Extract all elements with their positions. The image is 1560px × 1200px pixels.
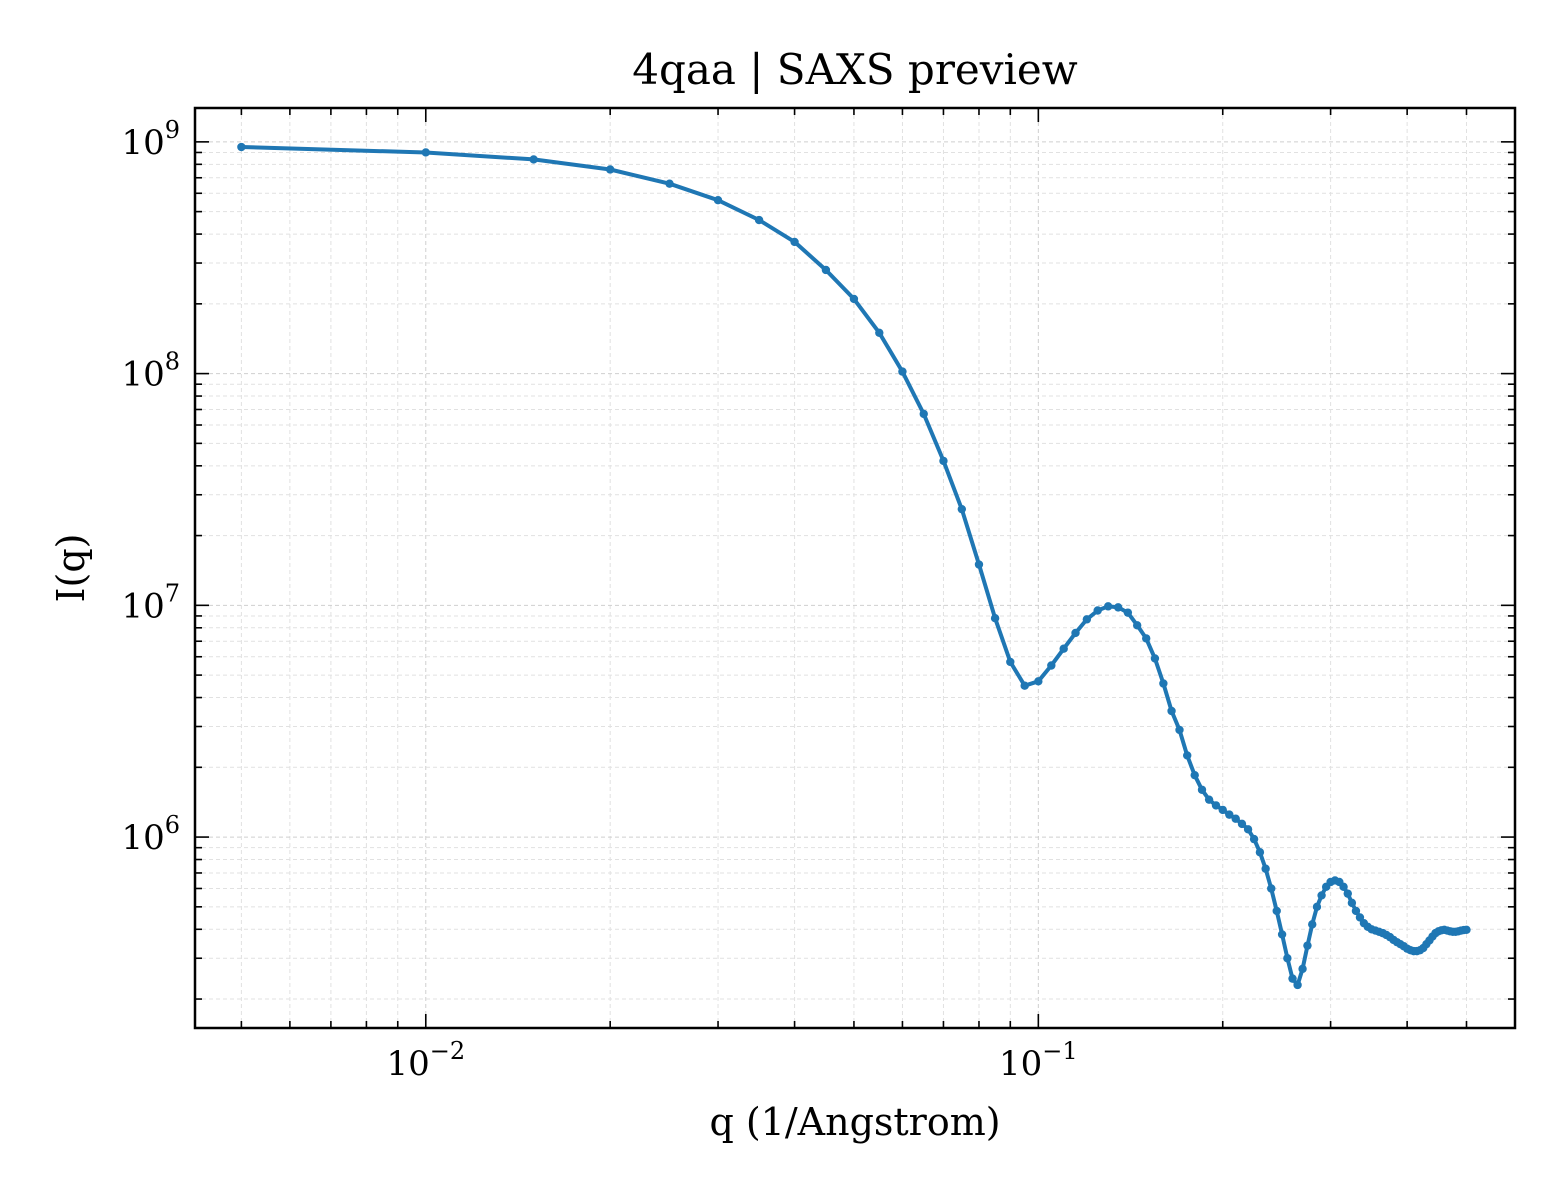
data-point bbox=[1243, 825, 1253, 834]
data-point bbox=[1082, 615, 1092, 624]
data-point bbox=[1255, 848, 1265, 857]
data-point bbox=[1142, 634, 1151, 643]
data-point bbox=[421, 148, 430, 157]
data-point bbox=[1059, 644, 1068, 653]
data-point bbox=[939, 456, 948, 466]
data-point bbox=[990, 614, 1000, 623]
data-point bbox=[1211, 801, 1221, 810]
data-point bbox=[1267, 884, 1276, 893]
data-point bbox=[875, 328, 884, 337]
data-point bbox=[1298, 964, 1307, 974]
data-point bbox=[1343, 889, 1352, 898]
data-point bbox=[1150, 654, 1160, 663]
axis-ticks bbox=[195, 108, 1515, 1028]
y-tick-label: 108 bbox=[121, 348, 180, 395]
data-point bbox=[529, 155, 538, 164]
data-point bbox=[1231, 814, 1240, 823]
data-point bbox=[1283, 954, 1292, 963]
data-point bbox=[1047, 661, 1056, 670]
data-point bbox=[1167, 706, 1176, 716]
data-point bbox=[1312, 902, 1322, 912]
data-point bbox=[1225, 810, 1234, 819]
data-point bbox=[1071, 628, 1080, 638]
data-point bbox=[1132, 621, 1142, 630]
data-point bbox=[1006, 657, 1015, 667]
data-point bbox=[849, 294, 859, 304]
data-point bbox=[1351, 906, 1361, 916]
data-point bbox=[898, 367, 907, 376]
data-point bbox=[1218, 805, 1227, 815]
data-point bbox=[1261, 864, 1270, 873]
data-point bbox=[754, 215, 764, 225]
data-point bbox=[919, 409, 928, 419]
data-point bbox=[1293, 980, 1302, 990]
x-tick-label: 10−2 bbox=[386, 1037, 465, 1084]
data-point bbox=[1237, 819, 1247, 829]
data-point bbox=[1347, 898, 1357, 908]
y-tick-label: 109 bbox=[121, 116, 180, 163]
data-point bbox=[1339, 882, 1348, 892]
tick-labels: 10−2 10−1 106 107 108 109 bbox=[121, 116, 1077, 1084]
data-point bbox=[1113, 603, 1123, 612]
data-point bbox=[790, 237, 799, 247]
data-point bbox=[1175, 725, 1184, 735]
data-point bbox=[1303, 941, 1312, 950]
y-tick-label: 106 bbox=[121, 811, 180, 858]
data-point bbox=[1020, 681, 1029, 690]
data-point bbox=[1034, 677, 1043, 686]
y-tick-label: 107 bbox=[121, 579, 180, 626]
y-axis-label: I(q) bbox=[49, 534, 93, 603]
data-point bbox=[665, 179, 674, 188]
x-tick-label: 10−1 bbox=[999, 1037, 1078, 1084]
data-point bbox=[821, 265, 831, 275]
data-point bbox=[1159, 679, 1168, 688]
data-point bbox=[1277, 930, 1287, 939]
data-point bbox=[957, 504, 967, 514]
data-point bbox=[237, 142, 246, 152]
plot-frame bbox=[193, 106, 1517, 1030]
data-point bbox=[1204, 795, 1214, 804]
data-point bbox=[1123, 608, 1133, 617]
data-point bbox=[605, 165, 615, 174]
data-point bbox=[1190, 770, 1199, 780]
data-point bbox=[713, 196, 723, 205]
data-point bbox=[1308, 920, 1317, 929]
data-point bbox=[1183, 751, 1192, 760]
series bbox=[237, 142, 1471, 990]
data-point bbox=[1317, 891, 1326, 900]
data-point bbox=[1103, 602, 1113, 611]
data-point bbox=[1288, 974, 1297, 983]
data-point bbox=[1249, 834, 1259, 844]
data-point bbox=[1197, 785, 1207, 794]
data-point bbox=[1093, 606, 1102, 615]
data-point bbox=[974, 560, 984, 569]
data-point bbox=[1272, 906, 1281, 916]
chart-title: 4qaa | SAXS preview bbox=[632, 45, 1078, 94]
x-axis-label: q (1/Angstrom) bbox=[709, 1100, 1000, 1144]
data-point bbox=[1462, 925, 1471, 934]
grid bbox=[195, 108, 1515, 1028]
